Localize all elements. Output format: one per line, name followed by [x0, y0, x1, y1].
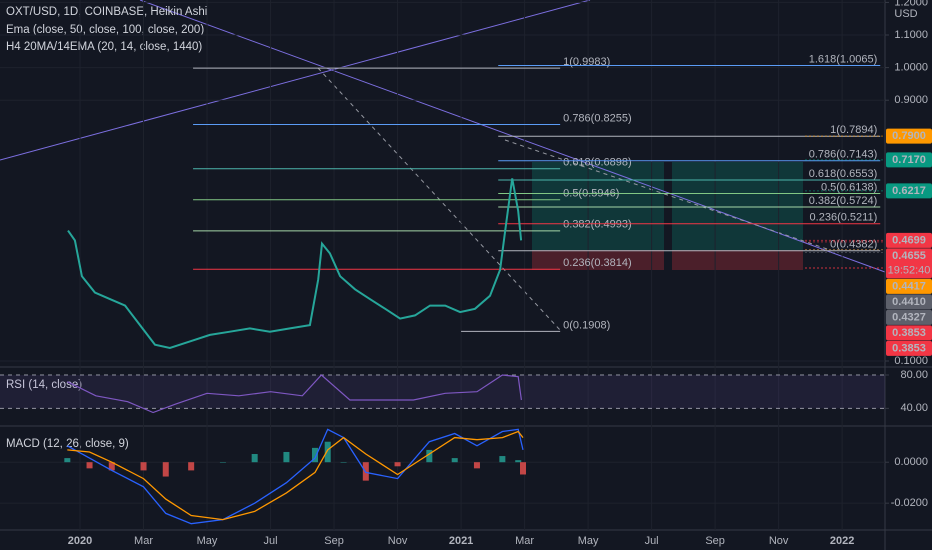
macd-histogram-bar — [499, 456, 506, 463]
price-tag-label: 0.7170 — [892, 154, 926, 166]
fib-label: 0.618(0.6898) — [563, 157, 632, 169]
fib-label: 0.786(0.8255) — [563, 112, 632, 124]
x-tick-label: Jul — [264, 535, 278, 547]
macd-histogram-bar — [473, 462, 480, 469]
macd-histogram-bar — [108, 462, 115, 471]
price-tag-label: 0.7900 — [892, 130, 926, 142]
y-tick-label: 1.1000 — [894, 29, 928, 41]
x-tick-label: 2022 — [830, 535, 854, 547]
x-tick-label: 2021 — [449, 535, 473, 547]
x-tick-label: May — [197, 535, 218, 547]
macd-title: MACD (12, 26, close, 9) — [6, 438, 129, 450]
y-tick-label: 40.00 — [900, 402, 928, 414]
macd-line — [66, 428, 524, 525]
y-tick-label: 80.00 — [900, 369, 928, 381]
price-line — [67, 178, 523, 350]
price-tag — [886, 152, 932, 168]
macd-histogram-bar — [519, 462, 526, 475]
x-tick-label: Sep — [324, 535, 344, 547]
position-loss — [532, 250, 664, 270]
x-tick-label: Mar — [134, 535, 153, 547]
position-profit — [672, 162, 803, 250]
y-tick-label: 0.1000 — [894, 355, 928, 367]
macd-histogram-bar — [283, 451, 290, 463]
indicator-label: Ema (close, 50, close, 100, close, 200) — [6, 24, 204, 36]
macd-histogram-bar — [140, 462, 147, 471]
price-tag — [886, 232, 932, 248]
currency-label: USD — [894, 8, 917, 20]
macd-histogram-bar — [340, 462, 347, 463]
position-loss — [672, 250, 803, 270]
y-tick-label: 0.9000 — [894, 94, 928, 106]
price-tag — [886, 294, 932, 310]
price-tag — [886, 325, 932, 341]
fib-label: 0.786(0.7143) — [809, 149, 878, 161]
y-tick-label: 0.0000 — [894, 456, 928, 468]
x-tick-label: Mar — [515, 535, 534, 547]
macd-line — [67, 430, 524, 521]
price-tag — [886, 128, 932, 144]
price-tag-label: 0.4327 — [892, 311, 926, 323]
x-tick-label: 2020 — [68, 535, 92, 547]
macd-histogram-bar — [219, 462, 226, 463]
x-tick-label: May — [578, 535, 599, 547]
fib-label: 0.236(0.5211) — [810, 212, 878, 224]
macd-histogram-bar — [64, 458, 71, 463]
fib-label: 0.236(0.3814) — [563, 257, 632, 269]
fib-label: 0(0.1908) — [563, 319, 610, 331]
trend-line — [317, 67, 561, 331]
price-tag — [886, 248, 932, 279]
y-tick-label: -0.0200 — [891, 497, 928, 509]
position-profit — [532, 162, 664, 250]
fib-label: 1(0.7894) — [830, 124, 877, 136]
macd-histogram-bar — [426, 449, 433, 463]
price-tag — [886, 278, 932, 294]
price-tag-label: 0.3853 — [892, 342, 926, 354]
fib-label: 0.618(0.6553) — [809, 168, 878, 180]
rsi-band — [0, 375, 885, 409]
macd-histogram-bar — [451, 458, 458, 463]
macd-histogram-bar — [324, 441, 331, 463]
x-tick-label: Sep — [705, 535, 725, 547]
macd-histogram-bar — [162, 462, 169, 477]
fib-label: 0.382(0.5724) — [809, 195, 878, 207]
macd-histogram-bar — [251, 454, 258, 463]
x-tick-label: Nov — [769, 535, 789, 547]
x-tick-label: Jul — [645, 535, 659, 547]
price-tag-label: 0.6217 — [892, 185, 926, 197]
price-tag — [886, 309, 932, 325]
price-tag-label: 0.4655 — [892, 250, 926, 262]
fib-label: 0.382(0.4993) — [563, 219, 632, 231]
symbol-title: OXT/USD, 1D, COINBASE, Heikin Ashi — [6, 6, 207, 18]
fib-label: 0.5(0.6138) — [821, 181, 877, 193]
indicator-label: H4 20MA/14EMA (20, 14, close, 1440) — [6, 41, 202, 53]
macd-histogram-bar — [515, 460, 522, 463]
macd-histogram-bar — [312, 447, 319, 463]
price-tag-label: 0.3853 — [892, 327, 926, 339]
x-tick-label: Nov — [388, 535, 408, 547]
fib-label: 1(0.9983) — [563, 56, 610, 68]
price-tag — [886, 183, 932, 199]
trend-line — [504, 139, 831, 251]
price-tag-label: 0.4410 — [892, 296, 926, 308]
fib-label: 1.618(1.0065) — [809, 53, 878, 65]
price-tag-label: 0.4417 — [892, 280, 926, 292]
macd-histogram-bar — [86, 462, 93, 469]
rsi-line — [67, 374, 522, 414]
macd-histogram-bar — [394, 462, 401, 467]
rsi-title: RSI (14, close) — [6, 379, 82, 391]
price-tag-label: 0.4699 — [892, 234, 926, 246]
y-tick-label: 1.2000 — [894, 0, 928, 8]
price-tag — [886, 340, 932, 356]
countdown-label: 19:52:40 — [888, 264, 931, 276]
macd-histogram-bar — [188, 462, 195, 471]
y-tick-label: 1.0000 — [894, 62, 928, 74]
trend-line — [0, 0, 591, 161]
